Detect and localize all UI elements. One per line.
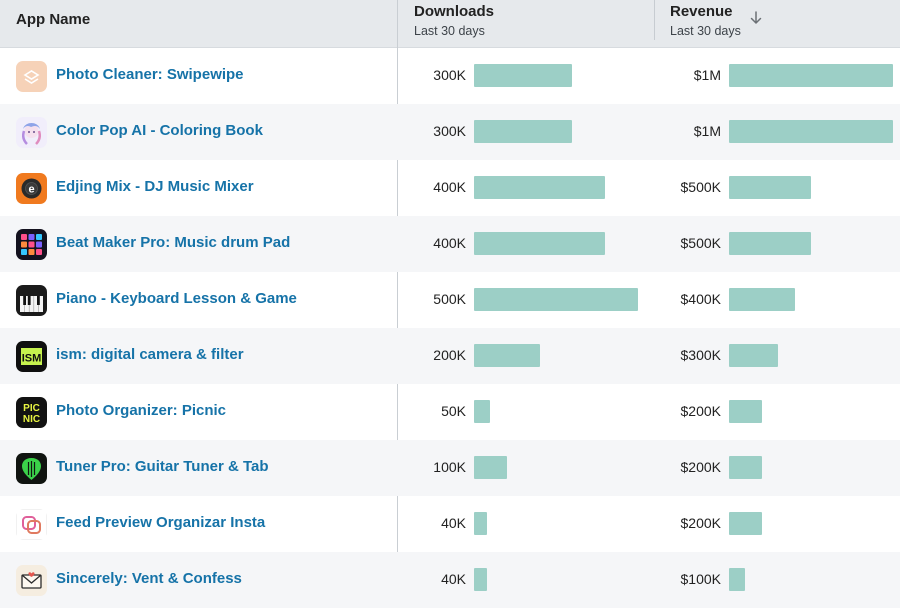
picnic-icon: PIC NIC <box>16 397 47 428</box>
column-divider <box>397 0 398 601</box>
svg-text:NIC: NIC <box>23 414 40 425</box>
guitar-tuner-icon <box>16 453 47 484</box>
revenue-value: $200K <box>680 459 721 475</box>
revenue-bar <box>729 64 893 87</box>
revenue-bar <box>729 568 746 591</box>
app-name-link[interactable]: Photo Cleaner: Swipewipe <box>56 66 244 83</box>
downloads-value: 300K <box>433 67 466 83</box>
downloads-value: 300K <box>433 123 466 139</box>
app-name-link[interactable]: Color Pop AI - Coloring Book <box>56 122 263 139</box>
photo-cleaner-icon <box>16 61 47 92</box>
column-title-app-name: App Name <box>16 11 91 28</box>
revenue-bar <box>729 512 762 535</box>
revenue-value: $200K <box>680 515 721 531</box>
column-subtitle-revenue: Last 30 days <box>670 24 741 38</box>
table-row: Sincerely: Vent & Confess 40K $100K <box>0 552 900 608</box>
revenue-bar <box>729 120 893 143</box>
downloads-bar <box>474 512 488 535</box>
app-name-link[interactable]: ism: digital camera & filter <box>56 346 244 363</box>
app-name-link[interactable]: Edjing Mix - DJ Music Mixer <box>56 178 254 195</box>
column-subtitle-downloads: Last 30 days <box>414 24 485 38</box>
downloads-bar <box>474 232 606 255</box>
downloads-bar <box>474 64 573 87</box>
downloads-value: 50K <box>441 403 466 419</box>
svg-text:ISM: ISM <box>22 353 42 365</box>
revenue-bar <box>729 400 762 423</box>
table-row: Tuner Pro: Guitar Tuner & Tab 100K $200K <box>0 440 900 496</box>
downloads-value: 500K <box>433 291 466 307</box>
downloads-value: 400K <box>433 235 466 251</box>
revenue-bar <box>729 344 779 367</box>
feed-preview-icon <box>16 509 47 540</box>
svg-text:PIC: PIC <box>23 403 40 414</box>
table-row: Beat Maker Pro: Music drum Pad 400K $500… <box>0 216 900 272</box>
revenue-value: $500K <box>680 179 721 195</box>
downloads-value: 40K <box>441 515 466 531</box>
revenue-value: $200K <box>680 403 721 419</box>
column-header-revenue[interactable]: Revenue Last 30 days <box>670 0 890 47</box>
revenue-value: $500K <box>680 235 721 251</box>
table-row: e Edjing Mix - DJ Music Mixer 400K $500K <box>0 160 900 216</box>
column-header-app-name[interactable]: App Name <box>16 0 386 47</box>
app-name-link[interactable]: Photo Organizer: Picnic <box>56 402 227 419</box>
downloads-bar <box>474 568 488 591</box>
drum-pad-icon <box>16 229 47 260</box>
column-title-downloads: Downloads <box>414 3 495 20</box>
downloads-bar <box>474 288 638 311</box>
downloads-value: 200K <box>433 347 466 363</box>
table-row: Feed Preview Organizar Insta 40K $200K <box>0 496 900 552</box>
app-name-link[interactable]: Beat Maker Pro: Music drum Pad <box>56 234 291 251</box>
edjing-icon: e <box>16 173 47 204</box>
table-row: PIC NIC Photo Organizer: Picnic 50K $200K <box>0 384 900 440</box>
table-row: Piano - Keyboard Lesson & Game 500K $400… <box>0 272 900 328</box>
downloads-bar <box>474 400 491 423</box>
revenue-value: $1M <box>693 123 721 139</box>
header-divider <box>654 0 655 40</box>
app-name-link[interactable]: Feed Preview Organizar Insta <box>56 514 266 531</box>
downloads-value: 100K <box>433 459 466 475</box>
ism-camera-icon: ISM <box>16 341 47 372</box>
downloads-bar <box>474 456 507 479</box>
app-name-link[interactable]: Sincerely: Vent & Confess <box>56 570 242 587</box>
color-pop-icon <box>16 117 47 148</box>
revenue-value: $400K <box>680 291 721 307</box>
downloads-value: 400K <box>433 179 466 195</box>
app-name-link[interactable]: Piano - Keyboard Lesson & Game <box>56 290 297 307</box>
downloads-bar <box>474 344 540 367</box>
revenue-bar <box>729 456 762 479</box>
downloads-value: 40K <box>441 571 466 587</box>
table-row: Color Pop AI - Coloring Book 300K $1M <box>0 104 900 160</box>
downloads-bar <box>474 176 606 199</box>
revenue-bar <box>729 288 795 311</box>
revenue-bar <box>729 232 811 255</box>
table-row: ISM ism: digital camera & filter 200K $3… <box>0 328 900 384</box>
piano-icon <box>16 285 47 316</box>
column-title-revenue: Revenue <box>670 3 733 20</box>
sort-descending-icon[interactable] <box>749 10 763 26</box>
table-header: App Name Downloads Last 30 days Revenue … <box>0 0 900 48</box>
downloads-bar <box>474 120 573 143</box>
app-name-link[interactable]: Tuner Pro: Guitar Tuner & Tab <box>56 458 269 475</box>
revenue-bar <box>729 176 811 199</box>
revenue-value: $300K <box>680 347 721 363</box>
envelope-icon <box>16 565 47 596</box>
column-header-downloads[interactable]: Downloads Last 30 days <box>414 0 644 47</box>
svg-text:e: e <box>28 184 34 196</box>
revenue-value: $100K <box>680 571 721 587</box>
revenue-value: $1M <box>693 67 721 83</box>
table-row: Photo Cleaner: Swipewipe 300K $1M <box>0 48 900 104</box>
